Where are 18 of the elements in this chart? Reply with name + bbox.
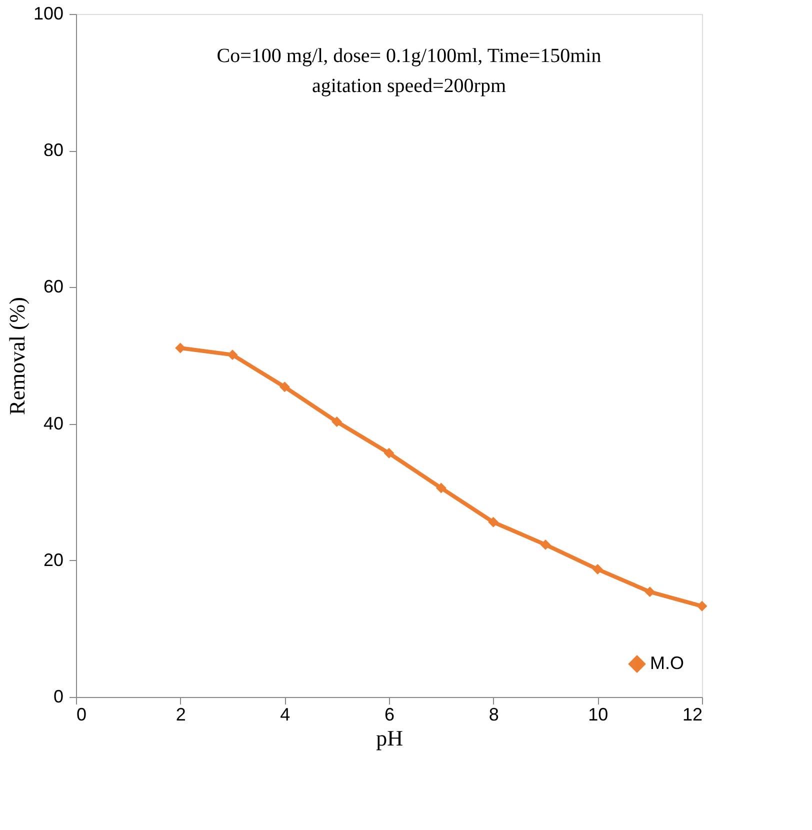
legend-label: M.O — [650, 653, 684, 673]
y-tick-label: 0 — [53, 686, 64, 706]
x-tick-label: 0 — [76, 704, 87, 724]
x-axis-title: pH — [376, 726, 404, 750]
x-tick-label: 2 — [176, 704, 186, 724]
x-tick-label: 8 — [488, 704, 499, 724]
y-tick-label: 80 — [43, 140, 64, 160]
y-tick-label: 20 — [43, 550, 64, 570]
annotation: Co=100 mg/l, dose= 0.1g/100ml, Time=150min — [216, 45, 602, 67]
y-tick-label: 40 — [43, 413, 64, 434]
x-tick-label: 10 — [588, 704, 608, 724]
y-axis-title: Removal (%) — [4, 297, 30, 415]
y-tick-label: 100 — [33, 4, 64, 24]
x-tick-label: 4 — [280, 704, 290, 724]
x-tick-label: 12 — [682, 704, 702, 724]
annotation: agitation speed=200rpm — [312, 75, 506, 97]
x-tick-label: 6 — [384, 704, 395, 724]
y-tick-label: 60 — [43, 276, 64, 297]
